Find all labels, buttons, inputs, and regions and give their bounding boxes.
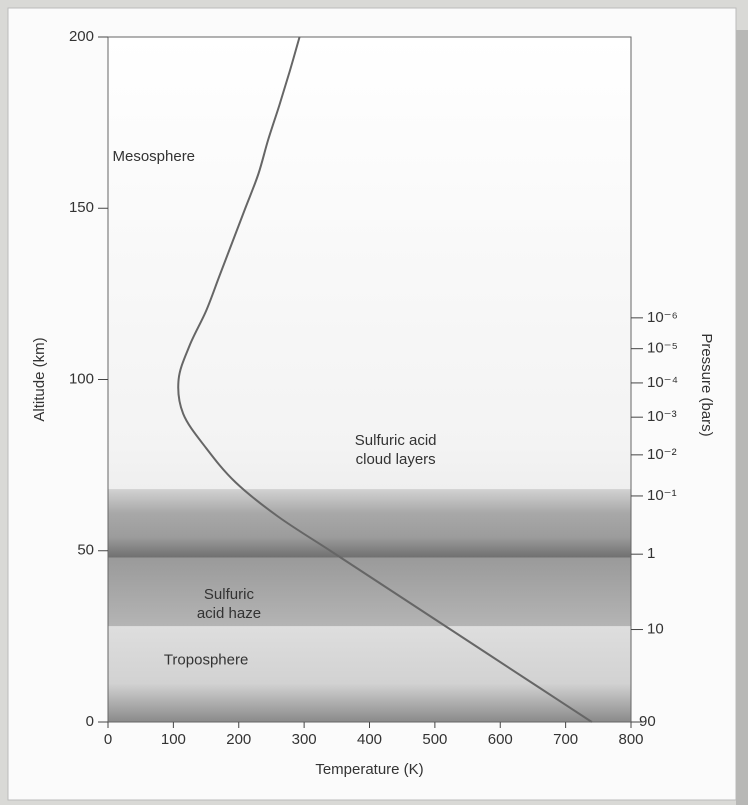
- x-axis-label: Temperature (K): [315, 761, 423, 778]
- pressure-tick-label: 1: [647, 545, 655, 562]
- haze-band: [108, 557, 631, 627]
- card-edge: [736, 30, 748, 805]
- y-tick-label: 200: [69, 28, 94, 45]
- x-tick-label: 100: [161, 731, 186, 748]
- y-axis-label: Altitude (km): [31, 337, 48, 421]
- region-label: cloud layers: [356, 451, 436, 468]
- region-label: Mesosphere: [112, 148, 195, 165]
- x-tick-label: 800: [618, 731, 643, 748]
- pressure-tick-label: 10⁻⁴: [647, 374, 678, 391]
- troposphere-band: [108, 626, 631, 722]
- y-tick-label: 0: [86, 713, 94, 730]
- pressure-tick-label: 10⁻⁶: [647, 309, 678, 326]
- temperature-line: [177, 36, 593, 723]
- y-tick-label: 50: [77, 542, 94, 559]
- x-tick-label: 300: [292, 731, 317, 748]
- cloud-band: [108, 489, 631, 558]
- x-tick-label: 200: [226, 731, 251, 748]
- region-label: acid haze: [197, 605, 261, 622]
- x-tick-label: 400: [357, 731, 382, 748]
- pressure-tick-label: 10⁻¹: [647, 487, 677, 504]
- x-tick-label: 0: [104, 731, 112, 748]
- y-tick-label: 150: [69, 199, 94, 216]
- pressure-tick-label: 10: [647, 620, 664, 637]
- region-label: Sulfuric acid: [355, 432, 437, 449]
- pressure-tick-label: 10⁻³: [647, 408, 677, 425]
- pressure-tick-label: 10⁻⁵: [647, 340, 678, 357]
- pressure-tick-label: 10⁻²: [647, 446, 677, 463]
- region-label: Troposphere: [164, 651, 249, 668]
- y2-axis-label: Pressure (bars): [698, 333, 715, 436]
- region-label: Sulfuric: [204, 586, 255, 603]
- x-tick-label: 700: [553, 731, 578, 748]
- x-tick-label: 500: [422, 731, 447, 748]
- y-tick-label: 100: [69, 370, 94, 387]
- x-tick-label: 600: [488, 731, 513, 748]
- pressure-tick-label: 90: [639, 713, 656, 730]
